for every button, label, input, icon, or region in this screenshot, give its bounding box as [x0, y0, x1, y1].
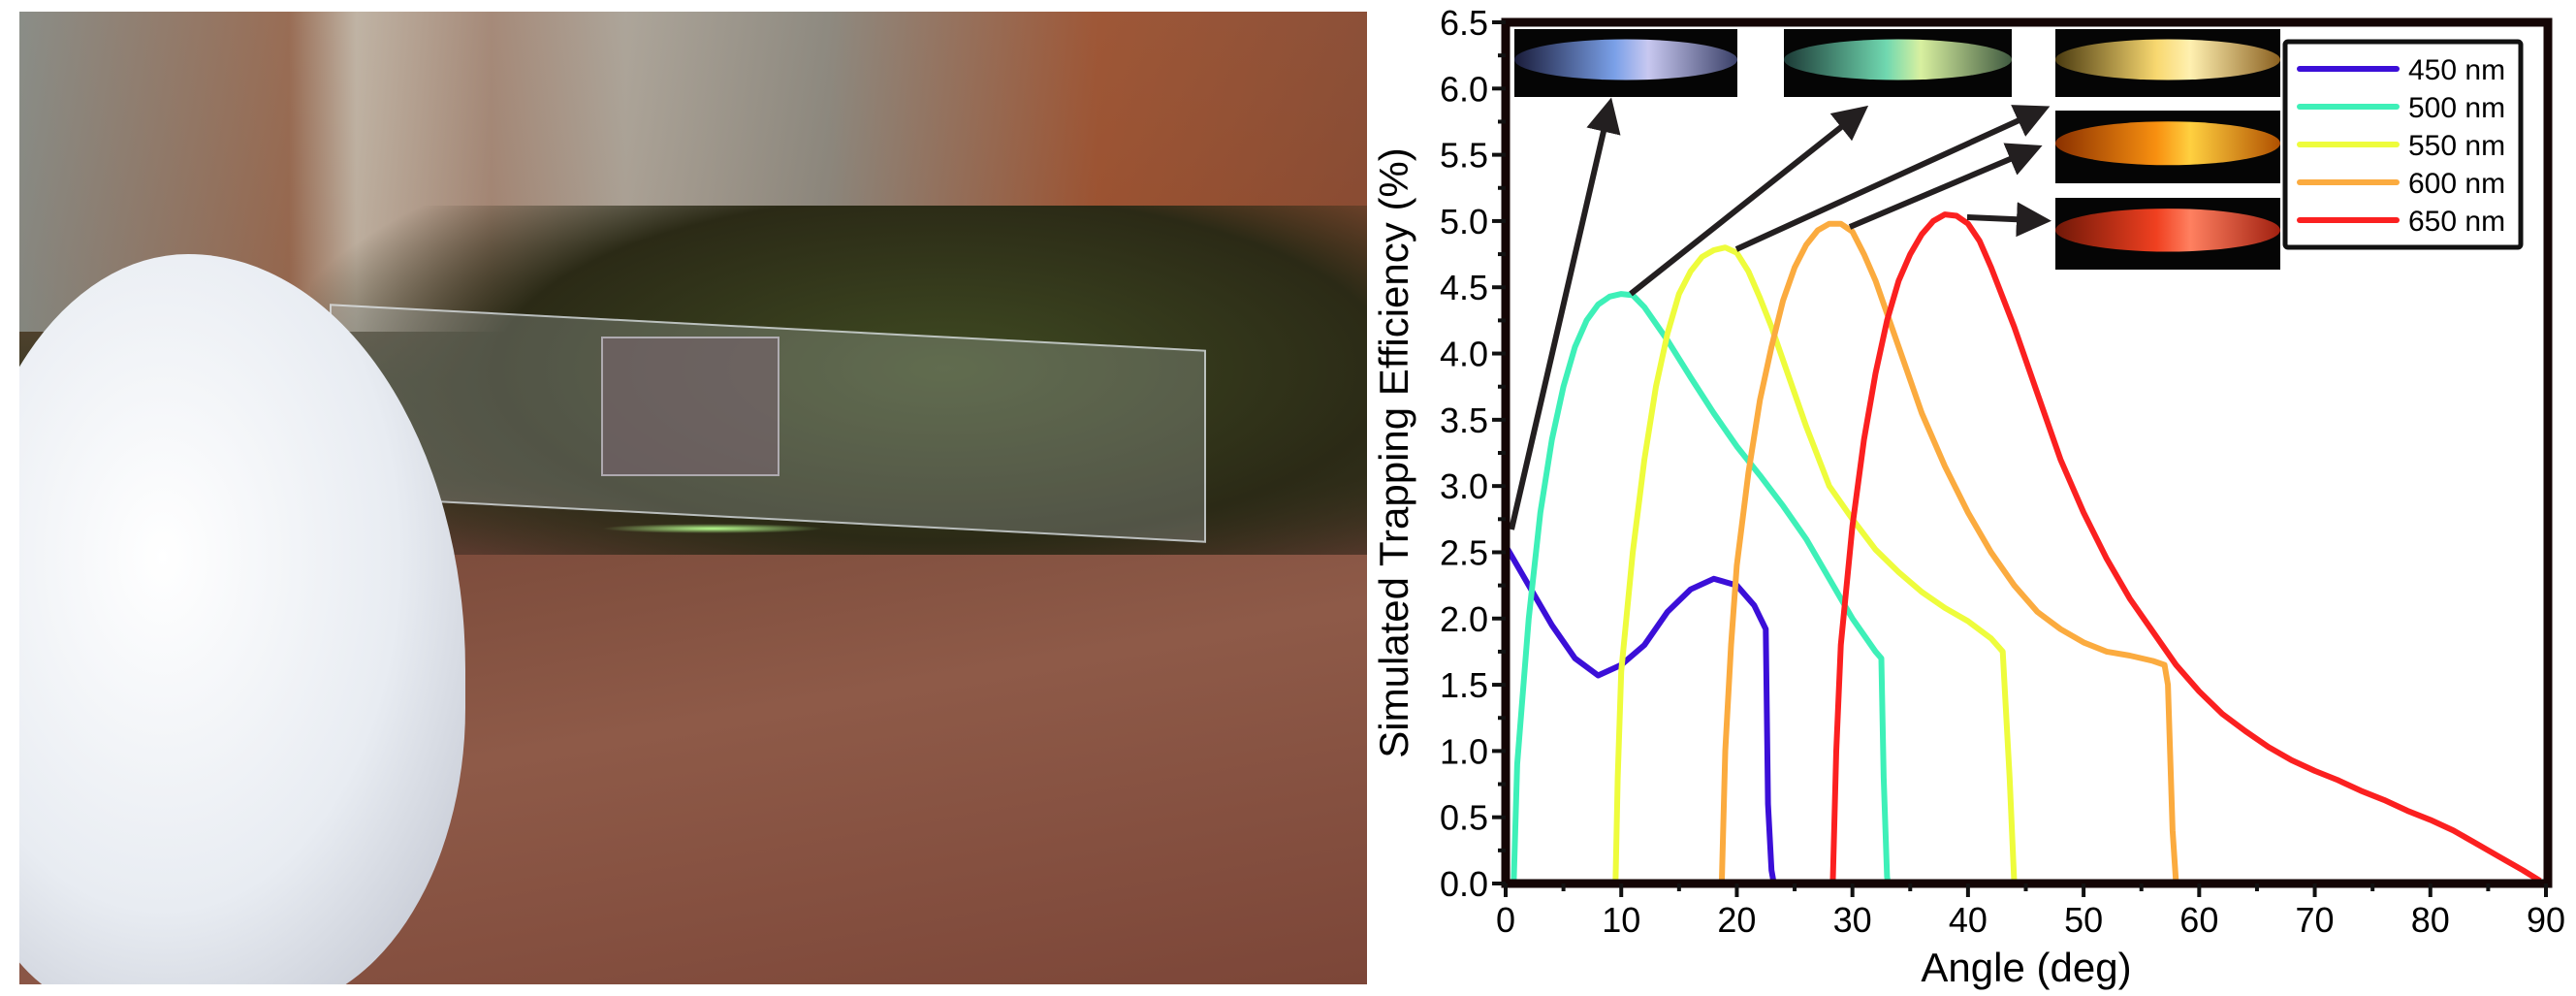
legend-label: 600 nm: [2408, 168, 2505, 200]
y-tick-label: 5.0: [1440, 202, 1488, 241]
axis-ticks: 0 10 20 30 40 50 60 70 80 90 0.0 0.5 1.0 1.5 2.0 2.5 3.0…: [1440, 3, 2565, 940]
arrow: [1629, 105, 1869, 297]
y-tick-label: 0.5: [1440, 798, 1488, 838]
arrow: [1509, 97, 1621, 530]
inset-images: [1514, 29, 2280, 270]
y-tick-label: 0.0: [1440, 864, 1488, 904]
arrow: [1966, 202, 2051, 238]
series-lines: [1506, 211, 2542, 884]
x-tick-label: 70: [2296, 900, 2335, 940]
legend-box: [2282, 39, 2524, 250]
y-tick-label: 3.5: [1440, 401, 1488, 440]
arrow: [1848, 143, 2043, 230]
y-tick-label: 3.0: [1440, 466, 1488, 506]
x-tick-label: 90: [2527, 900, 2565, 940]
y-tick-label: 6.0: [1440, 69, 1488, 109]
inset-image-450-nm: [1514, 39, 1737, 80]
y-tick-label: 1.5: [1440, 665, 1488, 705]
y-tick-label: 5.5: [1440, 136, 1488, 176]
y-tick-label: 4.5: [1440, 268, 1488, 307]
series-line-450-nm: [1506, 544, 1777, 884]
y-axis-label: Simulated Trapping Efficiency (%): [1371, 147, 1416, 758]
legend-label: 550 nm: [2408, 130, 2505, 162]
x-tick-label: 60: [2179, 900, 2218, 940]
legend-label: 450 nm: [2408, 54, 2505, 86]
y-tick-label: 1.0: [1440, 731, 1488, 771]
x-tick-label: 10: [1602, 900, 1640, 940]
series-line-600-nm: [1718, 220, 2179, 884]
inset-image-600-nm: [2055, 121, 2280, 166]
x-tick-label: 30: [1833, 900, 1872, 940]
arrow: [1734, 105, 2051, 252]
y-tick-label: 6.5: [1440, 3, 1488, 43]
annotation-arrows: [1509, 97, 2051, 530]
legend: 450 nm 500 nm 550 nm 600 nm 650 nm: [2282, 39, 2524, 250]
x-axis-label: Angle (deg): [1921, 945, 2131, 990]
x-tick-label: 20: [1717, 900, 1756, 940]
series-line-650-nm: [1829, 211, 2542, 884]
bushes: [310, 206, 1367, 613]
series-line-500-nm: [1511, 291, 1892, 884]
green-edge-glow: [601, 524, 824, 533]
legend-label: 650 nm: [2408, 206, 2505, 238]
y-tick-label: 2.0: [1440, 599, 1488, 639]
inset-image-550-nm: [2055, 39, 2280, 80]
inset-image-500-nm: [1784, 39, 2012, 80]
inset-image-650-nm: [2055, 209, 2280, 252]
legend-label: 500 nm: [2408, 92, 2505, 124]
photo-glass-slide-outdoors: [19, 12, 1367, 984]
y-tick-label: 4.0: [1440, 335, 1488, 374]
x-tick-label: 50: [2064, 900, 2103, 940]
x-tick-label: 0: [1496, 900, 1515, 940]
series-line-550-nm: [1612, 244, 2018, 884]
x-tick-label: 80: [2411, 900, 2450, 940]
x-tick-label: 40: [1949, 900, 1988, 940]
y-tick-label: 2.5: [1440, 532, 1488, 572]
film-sample: [601, 337, 779, 476]
